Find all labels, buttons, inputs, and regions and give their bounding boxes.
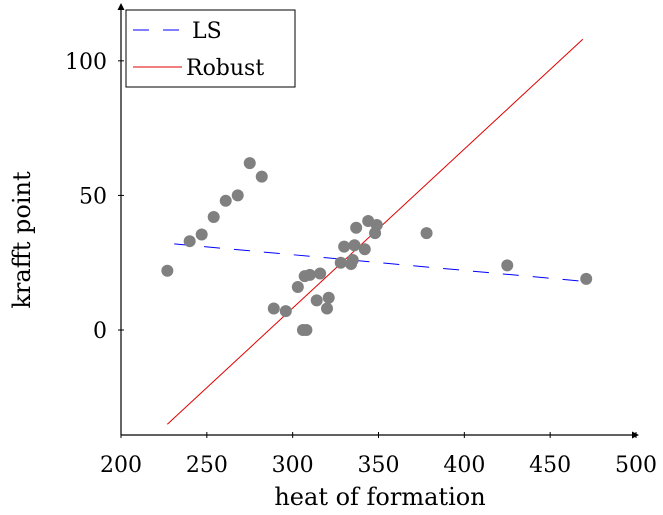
data-point bbox=[161, 264, 174, 277]
data-point bbox=[303, 268, 316, 281]
data-point bbox=[219, 194, 232, 207]
data-point bbox=[291, 280, 304, 293]
data-point bbox=[267, 302, 280, 315]
data-point bbox=[207, 210, 220, 223]
data-point bbox=[183, 235, 196, 248]
data-point bbox=[314, 267, 327, 280]
data-point bbox=[370, 219, 383, 232]
x-tick-label: 200 bbox=[100, 453, 142, 478]
y-axis-label: krafft point bbox=[8, 171, 36, 309]
x-tick-label: 350 bbox=[358, 453, 400, 478]
legend-label-ls: LS bbox=[192, 19, 222, 44]
y-axis-arrow bbox=[117, 3, 125, 10]
y-tick-label: 0 bbox=[93, 319, 107, 344]
data-point bbox=[350, 221, 363, 234]
y-ticks: 0 50 100 bbox=[65, 50, 124, 344]
data-point bbox=[580, 272, 593, 285]
data-point bbox=[346, 254, 359, 267]
data-point bbox=[358, 243, 371, 256]
x-tick-label: 450 bbox=[529, 453, 571, 478]
x-ticks: 200 250 300 350 400 450 500 bbox=[100, 432, 657, 478]
data-point bbox=[338, 240, 351, 253]
data-point bbox=[231, 189, 244, 202]
legend-label-robust: Robust bbox=[186, 56, 264, 81]
x-tick-label: 250 bbox=[186, 453, 228, 478]
data-point bbox=[243, 157, 256, 170]
data-points bbox=[161, 157, 593, 337]
data-point bbox=[334, 256, 347, 269]
series-line-ls bbox=[174, 243, 587, 283]
y-tick-label: 100 bbox=[65, 50, 107, 75]
x-axis-label: heat of formation bbox=[274, 483, 485, 511]
legend: LS Robust bbox=[125, 9, 296, 88]
data-point bbox=[420, 227, 433, 240]
data-point bbox=[348, 239, 361, 252]
legend-box bbox=[125, 9, 296, 88]
data-point bbox=[310, 294, 323, 307]
data-point bbox=[322, 291, 335, 304]
data-point bbox=[321, 302, 333, 315]
data-point bbox=[501, 259, 514, 272]
x-tick-label: 400 bbox=[443, 453, 485, 478]
x-tick-label: 500 bbox=[615, 453, 657, 478]
data-point bbox=[195, 228, 208, 241]
data-point bbox=[255, 170, 268, 183]
data-point bbox=[279, 305, 292, 318]
y-tick-label: 50 bbox=[79, 184, 107, 209]
data-point bbox=[300, 324, 313, 337]
x-tick-label: 300 bbox=[272, 453, 314, 478]
